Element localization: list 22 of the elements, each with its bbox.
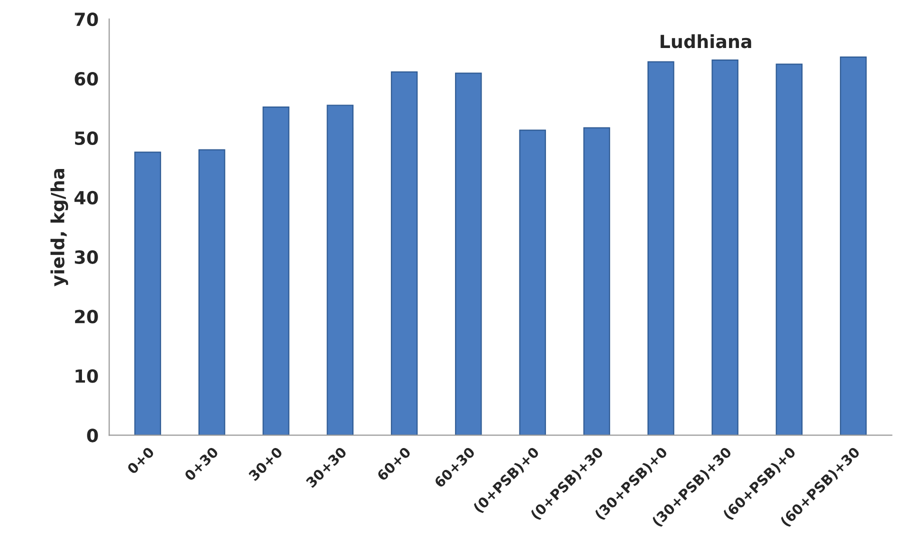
bar [647,61,674,436]
y-tick-label: 50 [75,131,98,146]
y-tick-label: 30 [74,250,98,264]
bar [134,152,162,436]
y-tick-label: 60 [74,72,98,86]
bar [390,71,418,436]
bar [583,127,610,436]
bar [326,104,354,436]
y-tick-label: 0 [87,428,98,442]
y-tick-label: 20 [75,310,98,324]
bar [519,130,546,436]
y-tick-label: 40 [74,190,98,205]
bar [776,64,803,436]
y-axis-title: yield, kg/ha [50,169,68,286]
bar [198,149,226,436]
bar [455,72,482,436]
bar [840,56,867,436]
y-tick-label: 70 [74,12,98,26]
bar [262,106,290,436]
text: Ludhiana [660,34,752,48]
bar [712,60,738,436]
y-tick-label: 10 [76,369,98,383]
